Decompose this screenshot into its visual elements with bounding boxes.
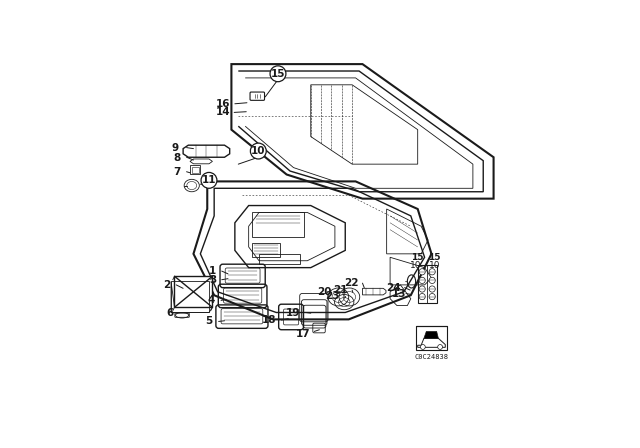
Circle shape: [438, 345, 442, 349]
Text: 10: 10: [251, 146, 266, 156]
Circle shape: [429, 293, 435, 300]
Text: 11: 11: [202, 175, 216, 185]
Circle shape: [419, 286, 425, 292]
Text: 22: 22: [344, 278, 358, 288]
Text: 14: 14: [216, 108, 230, 117]
Circle shape: [270, 66, 286, 82]
Text: 15: 15: [412, 254, 424, 263]
Text: 23: 23: [326, 291, 340, 301]
Text: 20: 20: [317, 287, 332, 297]
Circle shape: [429, 269, 435, 275]
Text: 6: 6: [166, 308, 173, 318]
Text: 3: 3: [210, 275, 217, 285]
Polygon shape: [175, 276, 212, 307]
Polygon shape: [424, 332, 438, 338]
Text: 15: 15: [271, 69, 285, 79]
Text: 8: 8: [173, 153, 180, 163]
Text: 2: 2: [163, 280, 170, 290]
Text: C0C24838: C0C24838: [415, 354, 449, 360]
Bar: [418, 265, 436, 303]
Circle shape: [419, 277, 425, 284]
Text: 1: 1: [209, 266, 216, 276]
Bar: [192, 167, 198, 173]
Text: 5: 5: [205, 316, 212, 327]
Text: 9: 9: [172, 142, 179, 153]
Bar: [190, 165, 200, 174]
Text: 21: 21: [333, 285, 348, 295]
Circle shape: [250, 143, 266, 159]
Text: 24: 24: [386, 283, 401, 293]
Text: 19: 19: [285, 308, 300, 318]
Circle shape: [201, 172, 217, 188]
Circle shape: [429, 277, 435, 284]
Text: 15: 15: [428, 254, 440, 263]
Text: 16: 16: [216, 99, 231, 109]
Circle shape: [420, 345, 425, 349]
Text: 4: 4: [207, 295, 215, 306]
Text: 17: 17: [296, 329, 311, 339]
Text: 10: 10: [410, 261, 422, 271]
Circle shape: [419, 269, 425, 275]
Text: 13: 13: [392, 289, 406, 298]
Text: 18: 18: [262, 315, 276, 325]
Circle shape: [429, 286, 435, 292]
Text: 10: 10: [429, 261, 440, 271]
Circle shape: [419, 293, 425, 300]
Bar: [416, 326, 447, 350]
Text: 7: 7: [173, 167, 180, 177]
